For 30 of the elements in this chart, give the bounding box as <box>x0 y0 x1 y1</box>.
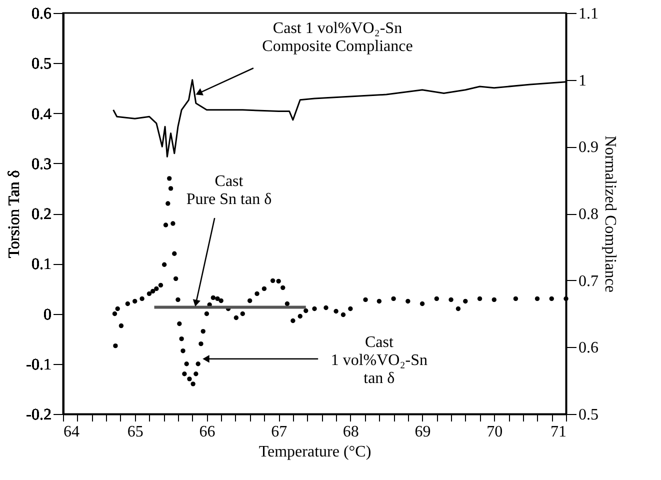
y-tick-label: -0.1 <box>26 356 52 374</box>
y2-tick-label: 1 <box>578 72 586 90</box>
x-tick-label: 66 <box>199 424 216 440</box>
x-tick-label: 67 <box>271 424 288 440</box>
y2-tick-label: 0.7 <box>578 272 598 290</box>
y2-tick-label: 0.8 <box>578 206 598 223</box>
y2-tick-label: 1.1 <box>578 6 598 22</box>
y2-tick-label: 0.5 <box>578 406 598 424</box>
y-tick-label: 0.3 <box>32 156 52 173</box>
y-tick-label: -0.2 <box>26 406 52 424</box>
y2-tick-label: 0.9 <box>578 139 598 156</box>
x-tick-label: 69 <box>414 424 431 440</box>
y-tick-label: 0.4 <box>32 106 52 123</box>
y2-tick-label: 0.6 <box>578 340 598 357</box>
y2-axis-title: Normalized Compliance <box>602 136 618 292</box>
y-tick-label: 0 <box>44 306 52 324</box>
annotation: Cast 1 vol%VO₂-Sn Composite Compliance <box>262 20 413 56</box>
x-tick-label: 64 <box>64 424 80 440</box>
x-tick-label: 70 <box>486 424 503 440</box>
y-tick-label: 0.6 <box>32 6 52 22</box>
y-tick-label: 0.5 <box>32 56 52 73</box>
y-axis-title: Torsion Tan δ <box>6 170 24 258</box>
y-tick-label: 0.2 <box>32 206 52 223</box>
x-tick-label: 65 <box>127 424 144 440</box>
annotation: Cast 1 vol%VO₂-Sn tan δ <box>330 334 428 387</box>
annotation: Cast Pure Sn tan δ <box>186 172 272 208</box>
x-axis-title: Temperature (°C) <box>258 444 372 460</box>
x-tick-label: 68 <box>342 424 359 440</box>
x-tick-label: 71 <box>550 424 566 440</box>
y-tick-label: 0.1 <box>32 256 52 274</box>
